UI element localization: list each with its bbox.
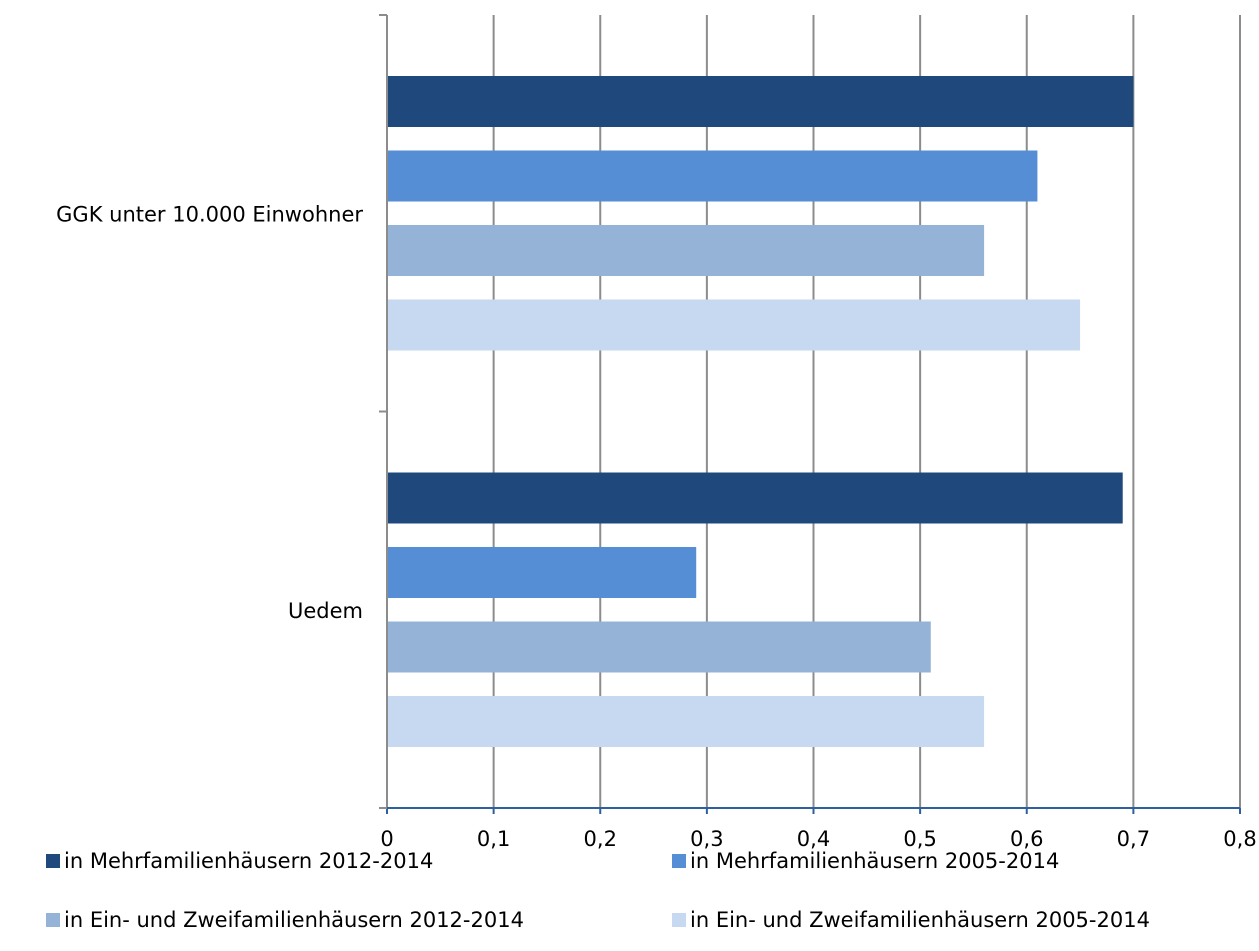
bar — [388, 76, 1134, 127]
x-tick-label: 0,2 — [584, 827, 617, 851]
bar — [388, 621, 931, 673]
x-tick-label: 0,1 — [477, 827, 510, 851]
bar — [388, 299, 1081, 351]
bar — [388, 150, 1038, 202]
bar — [388, 696, 985, 747]
x-tick-labels: 0 0,1 0,2 0,3 0,4 0,5 0,6 0,7 0,8 — [380, 827, 1256, 851]
x-tick-label: 0,4 — [797, 827, 830, 851]
x-tick-label: 0,3 — [690, 827, 723, 851]
x-tick-label: 0,6 — [1010, 827, 1043, 851]
x-tick-label: 0 — [380, 827, 393, 851]
category-label: GGK unter 10.000 Einwohner — [56, 202, 363, 226]
gridlines — [492, 15, 1241, 808]
x-tick-label: 0,7 — [1117, 827, 1150, 851]
bar — [388, 225, 985, 276]
x-tick-label: 0,8 — [1223, 827, 1256, 851]
category-label: Uedem — [288, 599, 363, 623]
x-tick-label: 0,5 — [903, 827, 936, 851]
category-labels: GGK unter 10.000 Einwohner Uedem — [56, 202, 363, 623]
bars — [388, 76, 1134, 747]
bar — [388, 547, 697, 598]
bar — [388, 472, 1123, 524]
axes — [379, 14, 1241, 814]
